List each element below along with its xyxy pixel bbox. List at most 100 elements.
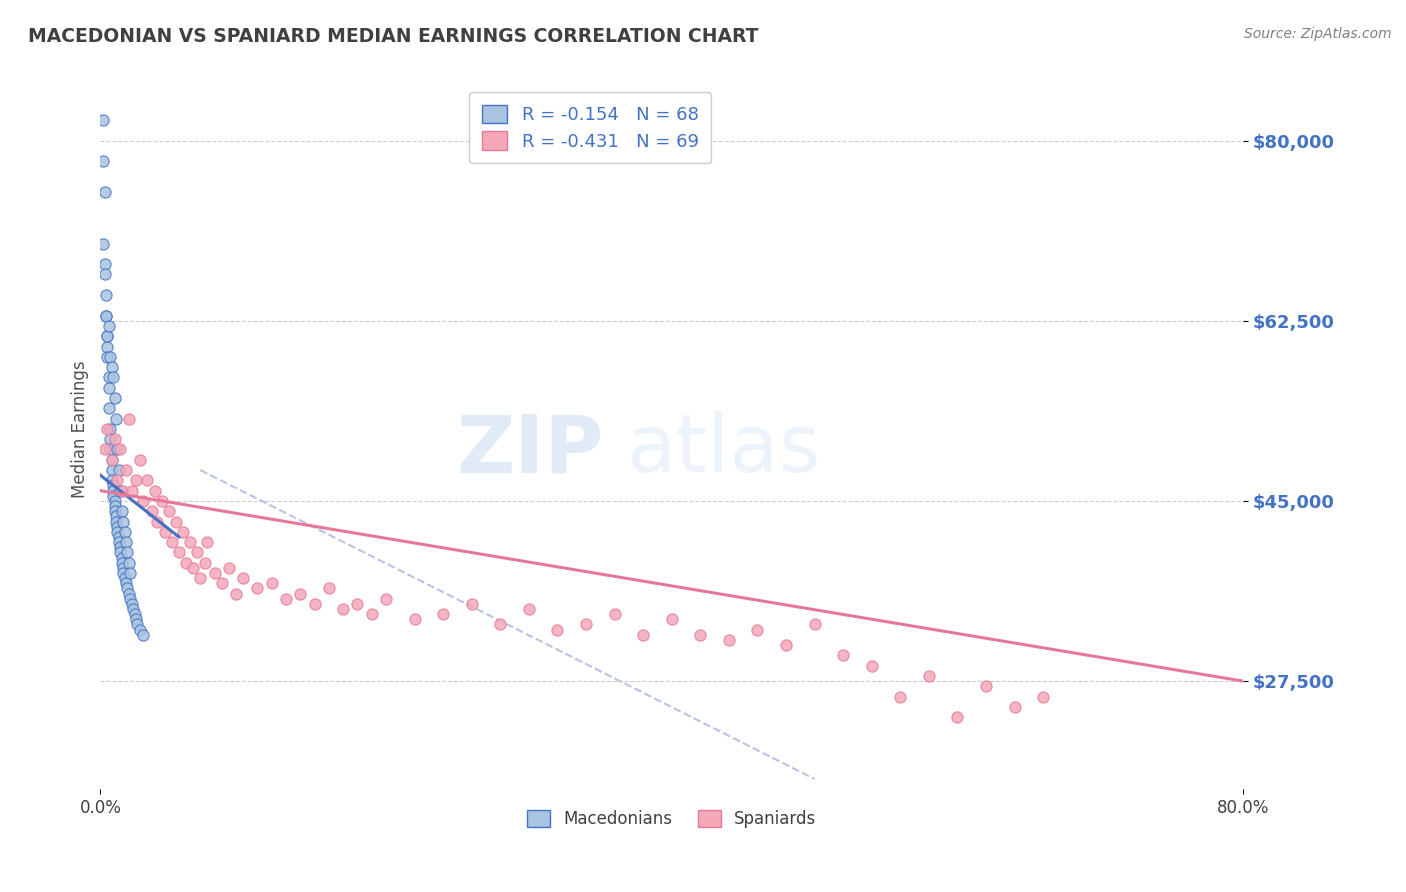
Point [232, 571, 254, 585]
Point [104, 391, 127, 405]
Point [117, 582, 139, 596]
Point [91, 236, 114, 251]
Point [218, 561, 240, 575]
Point [332, 602, 354, 616]
Point [98, 432, 121, 446]
Point [114, 524, 136, 539]
Point [114, 571, 136, 585]
Point [112, 566, 135, 580]
Point [110, 442, 132, 457]
Point [157, 504, 180, 518]
Point [318, 582, 340, 596]
Point [150, 494, 173, 508]
Point [118, 586, 141, 600]
Point [832, 648, 855, 663]
Point [461, 597, 484, 611]
Point [125, 474, 148, 488]
Point [153, 524, 176, 539]
Point [141, 504, 163, 518]
Point [97, 370, 120, 384]
Point [117, 545, 139, 559]
Point [181, 561, 204, 575]
Point [97, 381, 120, 395]
Point [304, 597, 326, 611]
Point [432, 607, 454, 622]
Point [91, 154, 114, 169]
Point [121, 483, 143, 498]
Point [188, 571, 211, 585]
Point [186, 545, 208, 559]
Point [107, 474, 129, 488]
Point [105, 515, 128, 529]
Point [105, 411, 128, 425]
Legend: Macedonians, Spaniards: Macedonians, Spaniards [520, 804, 823, 835]
Point [747, 623, 769, 637]
Point [122, 602, 145, 616]
Point [107, 524, 129, 539]
Point [546, 623, 568, 637]
Point [132, 494, 155, 508]
Point [94, 309, 117, 323]
Y-axis label: Median Earnings: Median Earnings [72, 360, 89, 498]
Point [104, 494, 127, 508]
Point [110, 483, 132, 498]
Point [132, 628, 155, 642]
Point [125, 612, 148, 626]
Point [111, 550, 134, 565]
Point [96, 329, 118, 343]
Text: ZIP: ZIP [456, 411, 603, 490]
Point [94, 309, 117, 323]
Point [93, 185, 115, 199]
Point [197, 535, 219, 549]
Point [112, 515, 135, 529]
Point [174, 556, 197, 570]
Point [575, 617, 598, 632]
Point [290, 586, 312, 600]
Point [93, 442, 115, 457]
Point [517, 602, 540, 616]
Point [91, 113, 114, 128]
Point [167, 545, 190, 559]
Point [104, 499, 127, 513]
Point [360, 607, 382, 622]
Point [115, 535, 138, 549]
Point [127, 617, 149, 632]
Point [124, 607, 146, 622]
Point [689, 628, 711, 642]
Point [204, 566, 226, 580]
Point [194, 556, 217, 570]
Point [97, 318, 120, 333]
Point [160, 535, 183, 549]
Point [172, 524, 194, 539]
Point [101, 463, 124, 477]
Point [1032, 690, 1054, 704]
Point [889, 690, 911, 704]
Point [115, 463, 138, 477]
Point [143, 483, 166, 498]
Point [120, 591, 142, 606]
Point [111, 556, 134, 570]
Point [717, 632, 740, 647]
Point [103, 483, 125, 498]
Point [118, 411, 141, 425]
Point [129, 452, 152, 467]
Point [603, 607, 626, 622]
Point [111, 504, 134, 518]
Point [93, 257, 115, 271]
Point [489, 617, 512, 632]
Point [165, 515, 187, 529]
Point [918, 669, 941, 683]
Point [974, 679, 997, 693]
Point [129, 623, 152, 637]
Text: Source: ZipAtlas.com: Source: ZipAtlas.com [1244, 27, 1392, 41]
Text: MACEDONIAN VS SPANIARD MEDIAN EARNINGS CORRELATION CHART: MACEDONIAN VS SPANIARD MEDIAN EARNINGS C… [28, 27, 759, 45]
Point [631, 628, 654, 642]
Point [103, 489, 125, 503]
Point [108, 535, 131, 549]
Point [96, 339, 118, 353]
Point [98, 350, 121, 364]
Point [118, 556, 141, 570]
Point [225, 586, 247, 600]
Point [112, 483, 135, 498]
Text: atlas: atlas [626, 411, 820, 490]
